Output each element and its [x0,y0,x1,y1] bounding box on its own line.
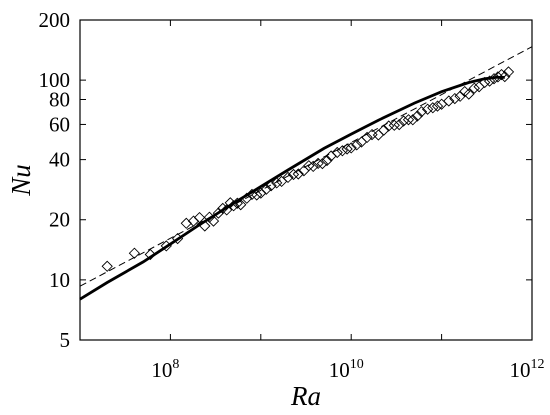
data-point [321,154,333,167]
data-point [235,199,247,211]
data-point [336,145,349,157]
dashed-power-law-line [79,46,533,287]
data-point [499,70,511,83]
data-point [463,88,475,100]
data-point [241,192,253,204]
data-point [411,110,424,122]
data-point [331,146,343,159]
x-tick-label: 1010 [329,357,364,382]
data-point [421,103,434,115]
plot-frame [79,19,533,341]
data-point [393,118,405,131]
y-tick-label: 200 [39,8,71,32]
data-point [427,102,439,114]
data-point [217,202,229,215]
data-point [468,82,480,94]
data-point [407,114,419,126]
data-point [193,211,206,224]
data-point [271,177,283,189]
data-point [502,66,515,78]
y-tick-label: 100 [39,68,71,92]
data-point [171,232,184,245]
x-tick-label: 1012 [510,357,545,382]
data-point [160,240,172,252]
data-point [488,73,500,85]
data-point [473,81,485,93]
data-point [341,143,353,155]
data-point [397,115,410,127]
data-point [431,100,444,112]
y-axis-ticks [80,19,532,341]
data-point [199,220,211,232]
data-point [282,171,294,184]
y-tick-label: 80 [49,87,70,111]
x-axis-label: Ra [290,381,321,411]
data-point [351,139,363,151]
y-tick-label: 40 [49,148,70,172]
y-tick-label: 5 [60,328,71,352]
model-curves [79,46,533,301]
data-point [265,180,277,192]
x-axis-ticks [79,20,533,340]
data-point [101,260,113,272]
data-point [383,120,395,132]
data-point [415,106,428,118]
data-point [443,95,455,107]
data-point [251,189,263,201]
data-point [144,248,156,261]
measured-data-points [101,66,515,272]
data-point [227,200,240,212]
data-point [221,204,233,216]
data-point [378,124,390,136]
y-tick-label: 60 [49,112,70,136]
x-tick-label: 108 [151,357,179,382]
data-point [260,183,272,195]
x-axis-tick-labels: 108 1010 1012 [151,357,544,382]
solid-fit-curve [79,76,505,301]
data-point [231,197,243,209]
data-point [246,188,258,201]
data-point [402,114,415,126]
y-tick-label: 20 [49,208,70,232]
data-point [316,157,329,170]
data-point [312,157,324,170]
data-point [128,247,141,259]
data-point [372,129,385,141]
data-point [483,75,496,87]
data-point [479,76,491,89]
data-point [303,160,315,172]
y-tick-label: 10 [49,268,70,292]
data-point [287,168,300,181]
data-point [207,215,220,227]
y-axis-label: Nu [6,164,36,197]
data-point [292,168,304,180]
data-point [454,90,466,102]
data-point [212,207,225,219]
data-point [307,160,319,173]
data-point [345,142,357,154]
data-point [449,92,461,105]
data-point [255,187,267,199]
data-point [388,119,400,131]
data-point [361,131,373,144]
